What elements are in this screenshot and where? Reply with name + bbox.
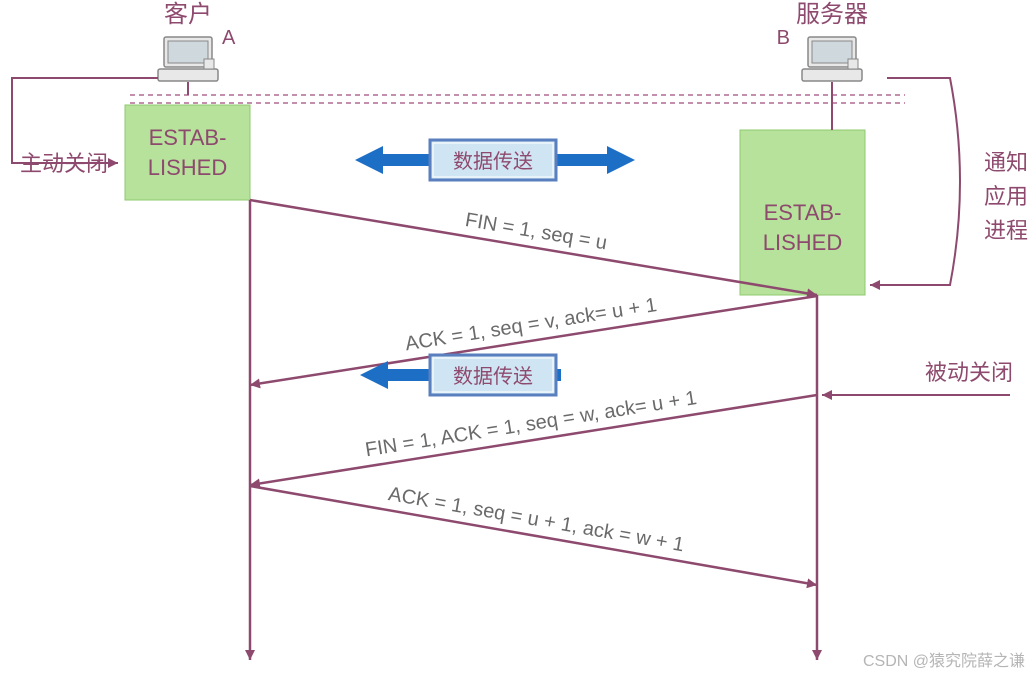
watermark: CSDN @猿究院薛之谦 (863, 652, 1025, 670)
message-label: ACK = 1, seq = v, ack= u + 1 (404, 294, 659, 355)
tcp-close-diagram: 客户 A ESTAB- LISHED 服务器 B ESTAB- LISHED 主动关闭 通知应用进… (0, 0, 1035, 676)
message-arrow (250, 395, 817, 485)
client-state-box (125, 105, 250, 200)
data-transfer-label: 数据传送 (453, 365, 533, 388)
client-state-text: LISHED (148, 155, 227, 180)
message-arrow (250, 200, 817, 295)
server-letter: B (777, 27, 790, 49)
notify-app-label: 进程 (984, 218, 1028, 243)
client-letter: A (222, 27, 236, 49)
notify-app-arrow (870, 78, 960, 285)
computer-icon (158, 37, 218, 81)
notify-app-label: 通知 (984, 150, 1028, 175)
server-title: 服务器 (796, 1, 868, 28)
data-transfer-label: 数据传送 (453, 150, 533, 173)
client-state-text: ESTAB- (149, 125, 227, 150)
message-label: FIN = 1, ACK = 1, seq = w, ack= u + 1 (364, 387, 699, 461)
client-title: 客户 (164, 1, 212, 28)
message-label: ACK = 1, seq = u + 1, ack = w + 1 (387, 483, 686, 556)
passive-close-label: 被动关闭 (925, 360, 1013, 385)
server-state-text: LISHED (763, 230, 842, 255)
computer-icon (802, 37, 862, 81)
message-arrow (250, 486, 817, 585)
notify-app-label: 应用 (984, 184, 1028, 209)
server-state-text: ESTAB- (764, 200, 842, 225)
active-close-label: 主动关闭 (20, 151, 108, 176)
